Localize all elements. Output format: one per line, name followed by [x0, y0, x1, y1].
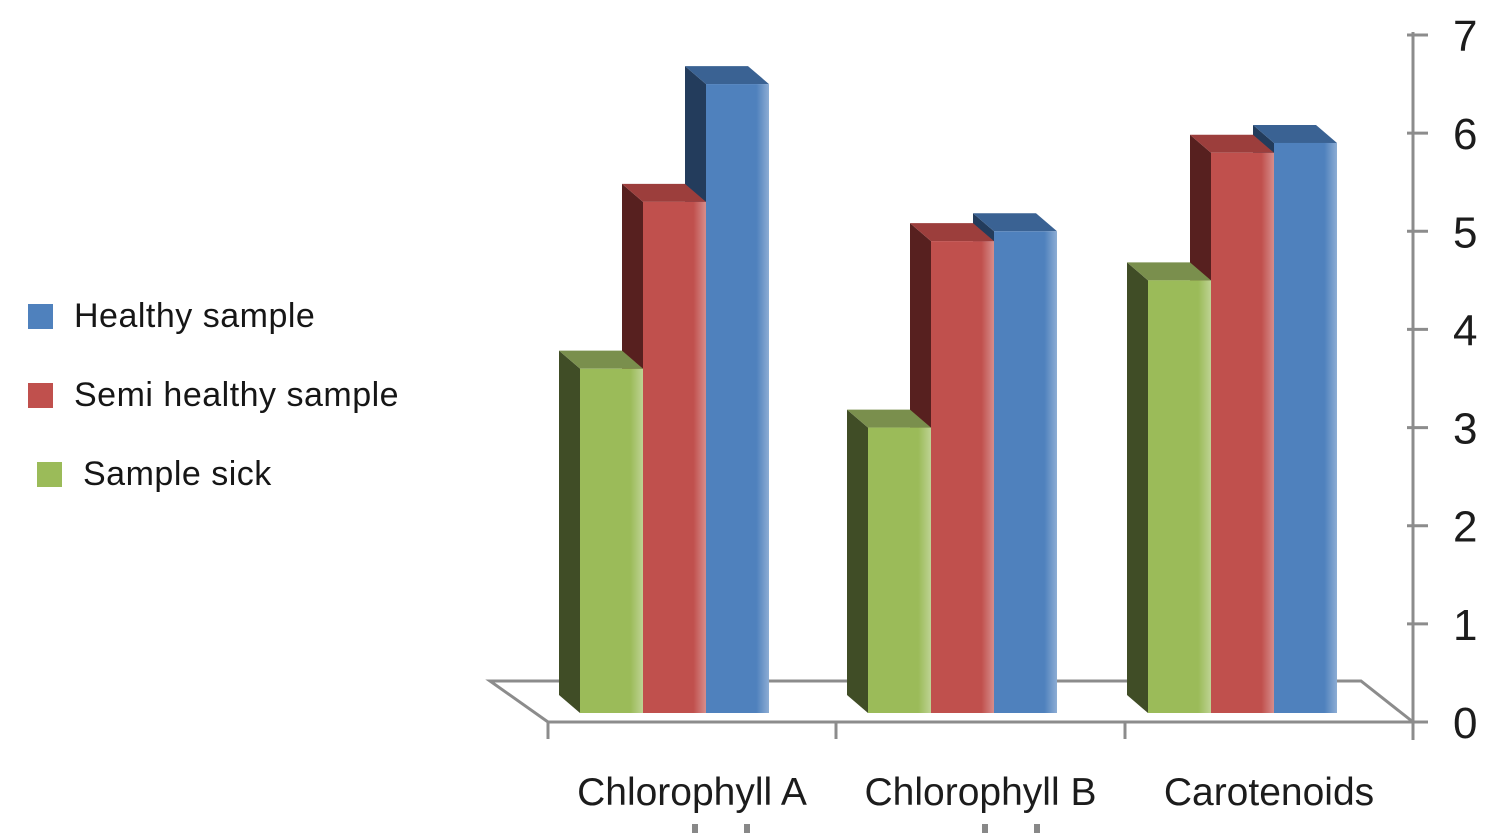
legend-label: Sample sick [83, 455, 272, 493]
bar-top-face [1190, 134, 1274, 153]
bar-front-face [643, 201, 706, 714]
y-tick-label-4: 4 [1453, 306, 1477, 355]
legend-swatch-semi-healthy-sample [28, 383, 53, 408]
bar-sample-sick-chlorophyll-a [559, 350, 643, 713]
bar-side-face [1127, 262, 1148, 713]
legend-item-semi-healthy-sample: Semi healthy sample [28, 376, 399, 415]
legend-swatch-sample-sick [37, 462, 62, 487]
legend-label: Healthy sample [74, 297, 316, 335]
bar-top-face [685, 66, 769, 85]
bar-front-face [706, 84, 769, 714]
chart-legend: Healthy sample Semi healthy sample Sample … [28, 297, 399, 494]
bar-front-face [580, 368, 643, 713]
legend-item-sample-sick: Sample sick [28, 455, 399, 494]
bar-front-face [1274, 142, 1337, 713]
y-tick-label-7: 7 [1453, 12, 1477, 61]
bar-top-face [559, 350, 643, 369]
y-tick-label-5: 5 [1453, 208, 1477, 257]
bar-top-face [1253, 124, 1337, 143]
bar-side-face [559, 350, 580, 713]
clipped-text-fragment [982, 824, 988, 833]
legend-swatch-healthy-sample [28, 304, 53, 329]
bar-front-face [994, 231, 1057, 714]
bar-sample-sick-chlorophyll-b [847, 409, 931, 713]
clipped-text-fragment [1034, 824, 1040, 833]
bar-top-face [1127, 262, 1211, 281]
legend-label: Semi healthy sample [74, 376, 400, 414]
clipped-text-fragment [744, 824, 750, 833]
bar-top-face [910, 223, 994, 242]
y-tick-label-3: 3 [1453, 405, 1477, 454]
legend-item-healthy-sample: Healthy sample [28, 297, 399, 336]
bar-top-face [622, 183, 706, 202]
y-tick-label-0: 0 [1453, 699, 1477, 748]
category-label-carotenoids: Carotenoids [1164, 771, 1374, 814]
bar-top-face [847, 409, 931, 428]
bar-front-face [931, 241, 994, 713]
bar-front-face [1211, 152, 1274, 713]
bar-front-face [868, 427, 931, 713]
category-label-chlorophyll-b: Chlorophyll B [865, 771, 1097, 814]
y-tick-label-6: 6 [1453, 110, 1477, 159]
bar-top-face [973, 213, 1057, 232]
clipped-text-fragment [692, 824, 698, 833]
bar-front-face [1148, 280, 1211, 713]
y-tick-label-2: 2 [1453, 503, 1477, 552]
bar-side-face [847, 409, 868, 713]
category-label-chlorophyll-a: Chlorophyll A [577, 771, 807, 814]
bar-sample-sick-carotenoids [1127, 262, 1211, 713]
y-tick-label-1: 1 [1453, 601, 1477, 650]
